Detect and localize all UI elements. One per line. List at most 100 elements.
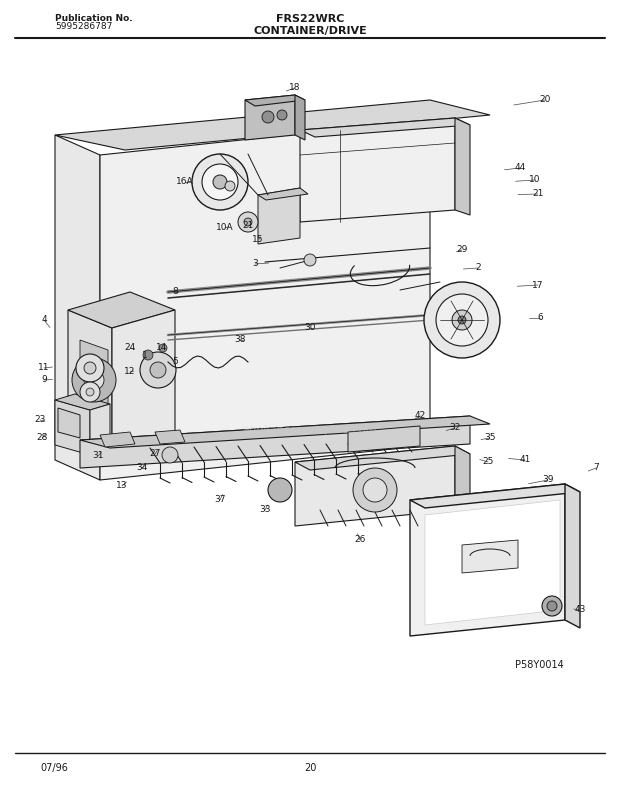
Circle shape	[192, 154, 248, 210]
Text: 4: 4	[41, 316, 47, 324]
Polygon shape	[245, 95, 295, 140]
Text: 23: 23	[34, 415, 46, 425]
Text: appliancepartspros.com: appliancepartspros.com	[243, 425, 377, 435]
Text: 3: 3	[252, 259, 258, 268]
Circle shape	[202, 164, 238, 200]
Text: 43: 43	[574, 605, 586, 615]
Text: 18: 18	[290, 84, 301, 93]
Text: 26: 26	[354, 536, 366, 544]
Polygon shape	[55, 400, 90, 455]
Text: 27: 27	[149, 449, 161, 459]
Circle shape	[140, 352, 176, 388]
Text: 25: 25	[482, 457, 494, 467]
Text: 21: 21	[242, 221, 254, 230]
Polygon shape	[295, 95, 305, 140]
Text: 24: 24	[125, 343, 136, 353]
Text: 8: 8	[172, 287, 178, 297]
Text: 34: 34	[136, 464, 148, 472]
Polygon shape	[55, 135, 100, 480]
Text: 16A: 16A	[176, 177, 194, 187]
Polygon shape	[300, 118, 455, 222]
Text: 20: 20	[304, 763, 316, 773]
Circle shape	[436, 294, 488, 346]
Polygon shape	[55, 394, 110, 410]
Polygon shape	[425, 500, 560, 625]
Polygon shape	[258, 188, 300, 244]
Polygon shape	[565, 484, 580, 628]
Circle shape	[244, 218, 252, 226]
Text: 12: 12	[125, 368, 136, 377]
Circle shape	[143, 350, 153, 360]
Circle shape	[238, 212, 258, 232]
Polygon shape	[100, 432, 135, 447]
Text: FRS22WRC: FRS22WRC	[276, 14, 344, 24]
Polygon shape	[295, 446, 455, 526]
Polygon shape	[455, 118, 470, 215]
Text: 39: 39	[542, 475, 554, 485]
Text: 15: 15	[252, 236, 264, 244]
Circle shape	[225, 181, 235, 191]
Text: 33: 33	[259, 505, 271, 514]
Circle shape	[304, 254, 316, 266]
Circle shape	[84, 362, 96, 374]
Polygon shape	[155, 430, 185, 444]
Polygon shape	[68, 292, 175, 328]
Polygon shape	[80, 416, 470, 468]
Text: Publication No.: Publication No.	[55, 14, 133, 23]
Text: 5995286787: 5995286787	[55, 22, 112, 31]
Circle shape	[547, 601, 557, 611]
Circle shape	[213, 175, 227, 189]
Text: 32: 32	[450, 423, 461, 433]
Polygon shape	[80, 340, 108, 430]
Circle shape	[262, 111, 274, 123]
Polygon shape	[410, 484, 565, 636]
Polygon shape	[258, 188, 308, 200]
Text: 13: 13	[117, 482, 128, 490]
Circle shape	[542, 596, 562, 616]
Text: 37: 37	[215, 495, 226, 505]
Text: 35: 35	[484, 433, 496, 442]
Text: 2: 2	[475, 263, 481, 273]
Circle shape	[72, 358, 116, 402]
Text: 21: 21	[533, 190, 544, 199]
Text: 44: 44	[515, 164, 526, 172]
Polygon shape	[68, 310, 112, 460]
Polygon shape	[245, 95, 305, 106]
Polygon shape	[410, 484, 580, 508]
Circle shape	[268, 478, 292, 502]
Text: 20: 20	[539, 96, 551, 104]
Text: 7: 7	[593, 464, 599, 472]
Circle shape	[76, 354, 104, 382]
Polygon shape	[455, 446, 470, 518]
Circle shape	[80, 382, 100, 402]
Polygon shape	[112, 310, 175, 455]
Circle shape	[84, 370, 104, 390]
Circle shape	[424, 282, 500, 358]
Polygon shape	[80, 416, 490, 448]
Circle shape	[150, 362, 166, 378]
Text: 30: 30	[304, 324, 316, 332]
Text: 42: 42	[414, 411, 425, 421]
Circle shape	[86, 388, 94, 396]
Text: 07/96: 07/96	[40, 763, 68, 773]
Text: 17: 17	[532, 281, 544, 290]
Text: 10: 10	[529, 176, 541, 184]
Circle shape	[159, 344, 167, 352]
Text: 9: 9	[41, 376, 47, 384]
Polygon shape	[100, 120, 430, 480]
Text: 28: 28	[37, 433, 48, 442]
Circle shape	[277, 110, 287, 120]
Text: 5: 5	[172, 358, 178, 366]
Text: 11: 11	[38, 364, 50, 373]
Circle shape	[162, 447, 178, 463]
Text: 14: 14	[156, 343, 167, 353]
Text: 6: 6	[537, 313, 543, 323]
Text: 10A: 10A	[216, 224, 234, 233]
Text: 1: 1	[142, 351, 148, 361]
Polygon shape	[55, 100, 490, 150]
Circle shape	[458, 316, 466, 324]
Polygon shape	[90, 404, 110, 455]
Text: CONTAINER/DRIVE: CONTAINER/DRIVE	[253, 26, 367, 36]
Polygon shape	[295, 446, 470, 470]
Polygon shape	[348, 426, 420, 452]
